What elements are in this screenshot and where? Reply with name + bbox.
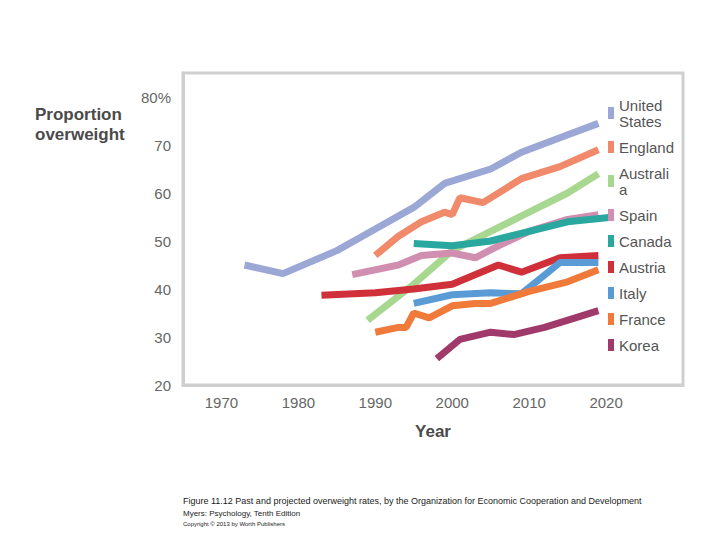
svg-text:1980: 1980 — [282, 394, 315, 411]
svg-text:20: 20 — [154, 377, 171, 394]
svg-text:Copyright © 2013 by Worth Publ: Copyright © 2013 by Worth Publishers — [183, 521, 285, 527]
svg-text:overweight: overweight — [35, 125, 125, 144]
svg-text:Korea: Korea — [619, 337, 660, 354]
svg-text:a: a — [619, 181, 628, 198]
svg-text:40: 40 — [154, 281, 171, 298]
svg-text:States: States — [619, 113, 662, 130]
svg-text:1970: 1970 — [205, 394, 238, 411]
svg-text:France: France — [619, 311, 666, 328]
svg-text:Italy: Italy — [619, 285, 647, 302]
svg-text:Austria: Austria — [619, 259, 666, 276]
svg-text:1990: 1990 — [359, 394, 392, 411]
svg-text:Figure 11.12 Past and projecte: Figure 11.12 Past and projected overweig… — [183, 496, 642, 506]
svg-text:Year: Year — [415, 422, 451, 441]
svg-text:Canada: Canada — [619, 233, 672, 250]
svg-text:United: United — [619, 97, 667, 114]
svg-text:60: 60 — [154, 185, 171, 202]
svg-text:2020: 2020 — [589, 394, 622, 411]
svg-text:Spain: Spain — [619, 207, 657, 224]
svg-text:England: England — [619, 139, 674, 156]
svg-text:Myers: Psychology, Tenth Editi: Myers: Psychology, Tenth Edition — [183, 509, 300, 518]
svg-text:80%: 80% — [141, 89, 171, 106]
svg-text:70: 70 — [154, 137, 171, 154]
svg-text:2010: 2010 — [512, 394, 545, 411]
svg-text:Australi: Australi — [619, 165, 669, 182]
svg-text:30: 30 — [154, 329, 171, 346]
svg-text:2000: 2000 — [436, 394, 469, 411]
svg-text:50: 50 — [154, 233, 171, 250]
svg-text:Proportion: Proportion — [35, 105, 127, 124]
